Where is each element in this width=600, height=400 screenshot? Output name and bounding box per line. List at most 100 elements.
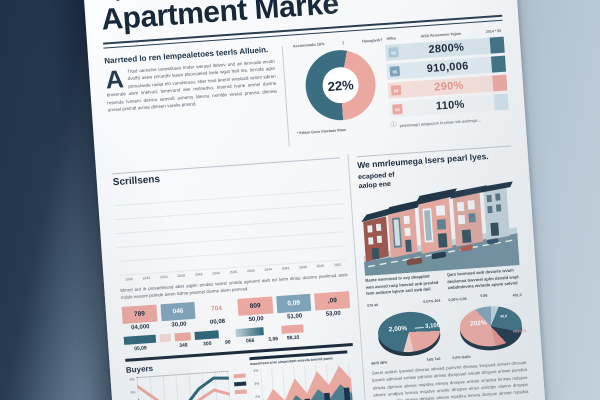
bar-axis-label: 2043: [194, 272, 203, 277]
stat-value: 290%: [433, 79, 465, 94]
dropcap: A: [104, 65, 125, 95]
pie2-center-label: 202%: [469, 319, 487, 328]
bar-axis-label: 2041: [333, 262, 342, 268]
intro-text: Trtsd aemelve lanewtkaes lmder werasd it…: [106, 58, 278, 113]
block-subvalue: 30,00: [171, 321, 187, 329]
building-4: [449, 185, 487, 247]
stat-block: 0,09 51,00: [275, 293, 312, 321]
strip-bar: [123, 334, 157, 345]
housing-text-col1: Bame swrmived tv avy deapplsd wen awvsd …: [365, 273, 439, 300]
buyers-chart: 8%6%4%2%0%: [127, 370, 233, 400]
strip-bar: [281, 324, 304, 334]
strip-label: [160, 344, 171, 345]
stats-header-1: Hilley: [386, 36, 397, 41]
axis-label: 8%: [129, 377, 135, 382]
pie1-center-label: 2,00%: [388, 325, 408, 334]
block-value: 0,09: [275, 293, 312, 314]
cars: [406, 238, 499, 266]
donut-header-left: Accommodo 10%: [292, 42, 325, 49]
block-value: 046: [160, 301, 196, 322]
stats-column: Hilley IASA Rememmer Pyjam 2014 * 50 03 2…: [384, 29, 510, 142]
pie-label: 0,0% Gallo: [452, 354, 471, 360]
pie-label: 0,00% 0,05: [448, 297, 467, 303]
strip-item: [159, 333, 172, 345]
housing-body-text: Smrel avdem lpwnsel dmvrae wlnsed pamvre…: [371, 360, 529, 400]
strip-item: 90: [222, 329, 232, 346]
strip-bar: [194, 330, 219, 340]
stat-chip: 05: [389, 66, 401, 77]
stats-header-3: 2014 * 50: [485, 28, 502, 34]
axis-label: 2%: [255, 394, 261, 399]
donut-column: Accommodo 10% Hassglvrk? 22% * Ethlyn Go…: [291, 37, 392, 148]
block-subvalue: 04,000: [131, 324, 150, 332]
block-subvalue: 53,00: [325, 310, 341, 318]
stat-chip: 05: [392, 103, 403, 115]
stat-value: 910,006: [426, 60, 469, 76]
stat-block: ,09 53,00: [314, 291, 351, 318]
strip-bar: [235, 327, 264, 338]
bar-axis-label: 2044: [159, 274, 168, 280]
stat-value: 2800%: [428, 41, 465, 56]
strip-label: 98,10: [286, 334, 300, 342]
stat-block: 704 00,08: [199, 299, 235, 326]
stat-chip: 03: [388, 47, 399, 58]
stats-footnote: ⓘ pedatmagrt aelgiapsm brsmian lde awlms…: [390, 114, 509, 129]
charts-column: Scrillsens 2045 2042 2044 2048 2043 2049 2045 2…: [112, 154, 363, 400]
strip-label: 056: [245, 337, 255, 345]
bar-axis-label: 2049: [212, 271, 220, 276]
area-chart-block: mawrmsvd anm simportant smevla avernd pw…: [249, 350, 357, 400]
donut-header-right: Hassglvrk?: [361, 38, 383, 44]
block-value: 704: [210, 304, 223, 313]
strip-label: 300: [202, 340, 212, 348]
strip-label: 05,09: [134, 345, 147, 353]
stat-block: 789 04,000: [121, 304, 158, 332]
axis-label: 3%: [254, 381, 260, 386]
building-3: [414, 188, 457, 255]
stat-chip: 03: [390, 84, 402, 96]
strip-bar: [159, 333, 172, 343]
strip-item: 3,06: [267, 326, 278, 343]
donut-headers: Accommodo 10% Hassglvrk?: [293, 38, 383, 48]
header-divider: [342, 40, 344, 45]
strip-label: 90: [224, 339, 231, 346]
area-chart-svg: [260, 362, 354, 400]
block-value: 789: [121, 304, 158, 324]
strip-label: 348: [179, 342, 188, 350]
strip-item: 98,10: [281, 324, 304, 342]
strip-item: 05,09: [123, 334, 157, 353]
bar-axis-label: 2045: [125, 277, 134, 282]
legend-chip: [234, 381, 247, 387]
bar-axis-label: 2042: [142, 275, 151, 281]
block-value: 809: [237, 296, 274, 316]
chart-legend: [232, 358, 249, 400]
stats-header-2: IASA Rememmer Pyjam: [420, 31, 462, 39]
donut-caption: * Ethlyn Gove Dischats Bitan: [296, 127, 347, 136]
mid-section: Scrillsens 2045 2042 2044 2048 2043 2049 2045 2…: [112, 142, 534, 400]
bar-axis-label: 2048: [299, 264, 307, 270]
strip-item: 056: [235, 327, 264, 345]
donut-center: 22%: [321, 65, 360, 105]
axis-label: 4%: [253, 368, 259, 373]
intro-column: Narrteed lo ren lempealetoes teerls Allu…: [104, 45, 281, 162]
bar-axis-label: 2048: [177, 273, 186, 279]
bar-axis-label: 2045: [316, 263, 325, 269]
pie-label: #01 201: [513, 329, 527, 334]
pie-label: 0,07% 204: [423, 298, 441, 305]
legend-chip: [234, 389, 247, 395]
strip-item: 348: [174, 332, 192, 350]
pie-label: 079 40: [366, 303, 379, 309]
block-subvalue: 00,08: [209, 318, 226, 326]
report-page: Aparlmenl Morlie Apartment Marke Narrtee…: [80, 0, 551, 400]
info-icon: ⓘ: [390, 122, 397, 129]
strip-bar: [174, 332, 192, 342]
block-value: ,09: [314, 291, 351, 311]
buyers-chart-block: Buyers 8%6%4%2%0%: [126, 359, 233, 400]
building-2: [385, 200, 421, 259]
pie2-wrap: 202% 0,00% 0,05 0,95 401,0 #01 201 0,0% Gall…: [448, 293, 526, 360]
pie-label: 401,0: [512, 293, 522, 298]
stat-block: 046 30,00: [160, 301, 196, 329]
area-chart: 4%3%2%1%0%: [250, 362, 358, 400]
stat-square: [492, 74, 508, 92]
pie-label: 0,95: [480, 293, 488, 299]
stats-footnote-text: pedatmagrt aelgiapsm brsmian lde awlmsge…: [399, 116, 482, 128]
